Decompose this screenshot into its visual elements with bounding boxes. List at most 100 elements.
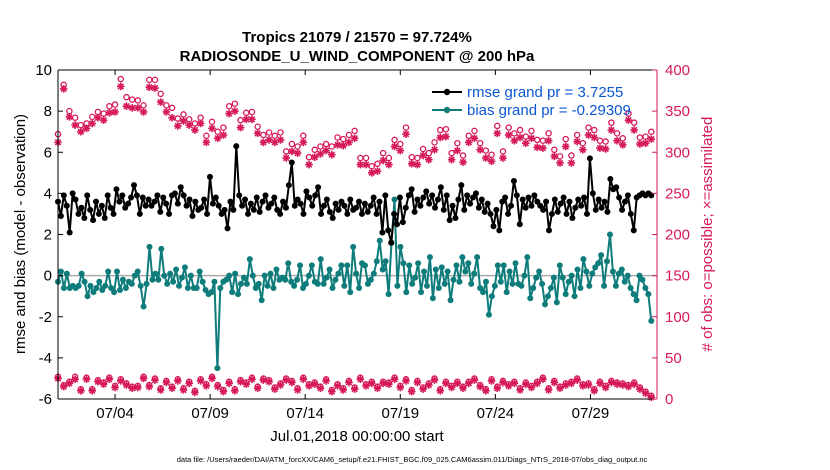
rmse-point: [595, 196, 602, 203]
obs-upper-possible-marker: [300, 132, 307, 140]
rmse-point: [578, 202, 585, 209]
rmse-point: [332, 200, 339, 207]
obs-upper-possible-marker: [288, 140, 296, 148]
bias-point: [604, 258, 611, 265]
rmse-point: [607, 175, 614, 182]
bias-point: [503, 289, 510, 296]
obs-lower-assimilated-marker: [328, 387, 336, 396]
y-right-tick-label: 100: [665, 309, 690, 326]
rmse-point: [358, 210, 365, 217]
obs-upper-possible-marker: [277, 129, 284, 136]
rmse-point: [291, 202, 298, 209]
bias-point: [81, 278, 88, 285]
rmse-point: [271, 194, 278, 201]
obs-upper-assimilated-marker: [293, 149, 302, 157]
bias-point: [217, 284, 224, 291]
rmse-point: [253, 194, 260, 201]
bias-point: [438, 264, 445, 271]
bias-point: [178, 274, 185, 281]
obs-upper-possible-marker: [334, 134, 341, 141]
y-left-tick-label: 6: [44, 144, 52, 161]
rmse-point: [104, 192, 111, 199]
rmse-point: [145, 196, 152, 203]
obs-lower-assimilated-marker: [191, 388, 199, 397]
obs-lower-assimilated-marker: [265, 377, 273, 386]
bias-point: [421, 268, 428, 275]
rmse-point: [177, 184, 184, 191]
obs-lower-assimilated-marker: [459, 384, 467, 393]
rmse-point: [353, 204, 360, 211]
bias-point: [485, 311, 492, 318]
obs-upper-assimilated-marker: [208, 124, 216, 133]
obs-upper-possible-marker: [471, 127, 478, 135]
obs-upper-assimilated-marker: [521, 139, 530, 148]
plot-area: [58, 70, 657, 399]
bias-point: [426, 254, 433, 261]
bias-point: [621, 278, 628, 285]
obs-upper-assimilated-marker: [259, 138, 268, 147]
bias-point: [474, 254, 481, 261]
rmse-point: [288, 159, 295, 166]
obs-upper-assimilated-marker: [82, 124, 91, 133]
obs-upper-assimilated-marker: [162, 108, 171, 116]
rmse-point: [130, 182, 137, 189]
rmse-point: [592, 206, 599, 213]
bias-point: [412, 274, 419, 281]
obs-upper-possible-marker: [174, 115, 182, 122]
obs-upper-assimilated-marker: [373, 167, 382, 175]
bias-point: [598, 252, 605, 259]
obs-upper-possible-marker: [528, 127, 535, 135]
obs-upper-assimilated-marker: [231, 107, 239, 115]
rmse-point: [557, 200, 564, 207]
obs-lower-assimilated-marker: [618, 381, 627, 389]
obs-upper-possible-marker: [562, 135, 569, 143]
rmse-point: [306, 194, 313, 201]
bias-point: [134, 268, 141, 275]
obs-upper-possible-marker: [151, 76, 159, 84]
obs-upper-assimilated-marker: [430, 145, 439, 154]
bias-point: [609, 268, 616, 275]
bias-point: [181, 264, 188, 271]
obs-upper-assimilated-marker: [425, 155, 433, 164]
rmse-point: [502, 194, 509, 201]
bias-point: [356, 284, 363, 291]
bias-point: [78, 270, 85, 277]
obs-upper-possible-marker: [231, 100, 239, 107]
obs-lower-assimilated-marker: [196, 377, 205, 385]
rmse-point: [63, 202, 70, 209]
rmse-point: [528, 202, 535, 209]
obs-upper-possible-marker: [385, 154, 393, 162]
obs-upper-assimilated-marker: [647, 135, 656, 143]
rmse-point: [531, 192, 538, 199]
bias-point: [338, 262, 345, 269]
rmse-point: [280, 198, 287, 205]
obs-upper-assimilated-marker: [579, 145, 587, 154]
bias-point: [323, 274, 330, 281]
obs-upper-assimilated-marker: [436, 133, 445, 142]
rmse-point: [230, 206, 237, 213]
bias-point: [542, 301, 549, 308]
legend-rmse-marker: [443, 88, 451, 96]
bias-point: [361, 262, 368, 269]
obs-upper-assimilated-marker: [253, 129, 262, 138]
obs-lower-assimilated-marker: [390, 375, 399, 384]
obs-upper-assimilated-marker: [213, 134, 222, 143]
obs-lower-assimilated-marker: [539, 375, 547, 384]
rmse-point: [493, 206, 500, 213]
bias-point: [373, 258, 380, 265]
obs-upper-possible-marker: [71, 114, 79, 121]
bias-point: [488, 293, 495, 300]
obs-upper-possible-marker: [391, 136, 398, 144]
bias-point: [57, 268, 64, 275]
rmse-point: [475, 204, 482, 211]
rmse-point: [586, 155, 593, 162]
bias-point: [96, 278, 103, 285]
bias-point: [468, 280, 475, 287]
obs-lower-assimilated-marker: [236, 377, 245, 386]
bias-point: [432, 266, 439, 273]
rmse-point: [78, 204, 85, 211]
obs-lower-assimilated-marker: [556, 384, 564, 393]
obs-upper-assimilated-marker: [242, 115, 251, 124]
y-left-tick-label: 0: [44, 268, 52, 285]
rmse-point: [247, 200, 254, 207]
